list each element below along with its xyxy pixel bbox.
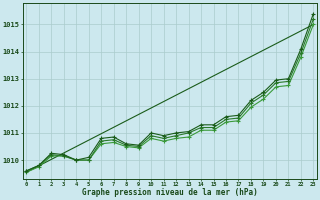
X-axis label: Graphe pression niveau de la mer (hPa): Graphe pression niveau de la mer (hPa) (82, 188, 258, 197)
